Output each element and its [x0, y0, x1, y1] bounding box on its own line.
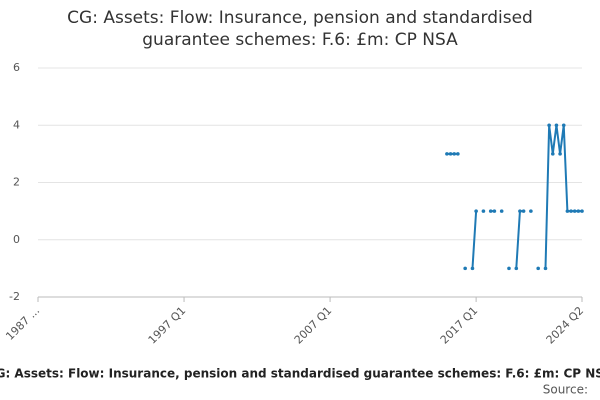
point: [445, 152, 449, 156]
point: [448, 152, 453, 156]
point: [550, 152, 555, 156]
point: [499, 209, 504, 213]
point: [456, 152, 460, 156]
x-tick-label: 2007 Q1: [292, 304, 335, 347]
y-tick-label: 0: [13, 233, 20, 246]
point: [547, 123, 551, 128]
point: [580, 209, 584, 213]
point: [536, 266, 540, 271]
point: [463, 266, 467, 271]
line: [446, 125, 582, 269]
point: [565, 209, 570, 213]
x-tick-label: 1987 ...: [3, 304, 42, 343]
y-tick-label: 4: [13, 118, 20, 131]
point: [561, 123, 566, 128]
point: [452, 152, 457, 156]
point: [554, 123, 559, 128]
point: [576, 209, 581, 213]
y-tick-label: 6: [13, 61, 20, 74]
point: [572, 209, 577, 213]
x-tick-label: 1997 Q1: [146, 304, 189, 347]
point: [558, 152, 562, 156]
point: [529, 209, 533, 213]
chart-title: CG: Assets: Flow: Insurance, pension and…: [67, 8, 533, 28]
point: [492, 209, 497, 213]
footer: CG: Assets: Flow: Insurance, pension and…: [0, 367, 600, 381]
point: [488, 209, 493, 213]
source: Source:: [543, 383, 588, 397]
point: [481, 209, 486, 213]
point: [569, 209, 573, 213]
x-tick-label: 2017 Q1: [438, 304, 481, 347]
point: [518, 209, 522, 213]
point: [507, 266, 511, 271]
x-tick-label: 2024 Q2: [544, 304, 587, 347]
point: [474, 209, 478, 213]
point: [521, 209, 526, 213]
point: [514, 266, 519, 271]
y-tick-label: 2: [13, 176, 20, 189]
point: [470, 266, 475, 271]
y-tick-label: -2: [9, 290, 20, 303]
chart-title: guarantee schemes: F.6: £m: CP NSA: [142, 30, 458, 50]
point: [543, 266, 548, 271]
